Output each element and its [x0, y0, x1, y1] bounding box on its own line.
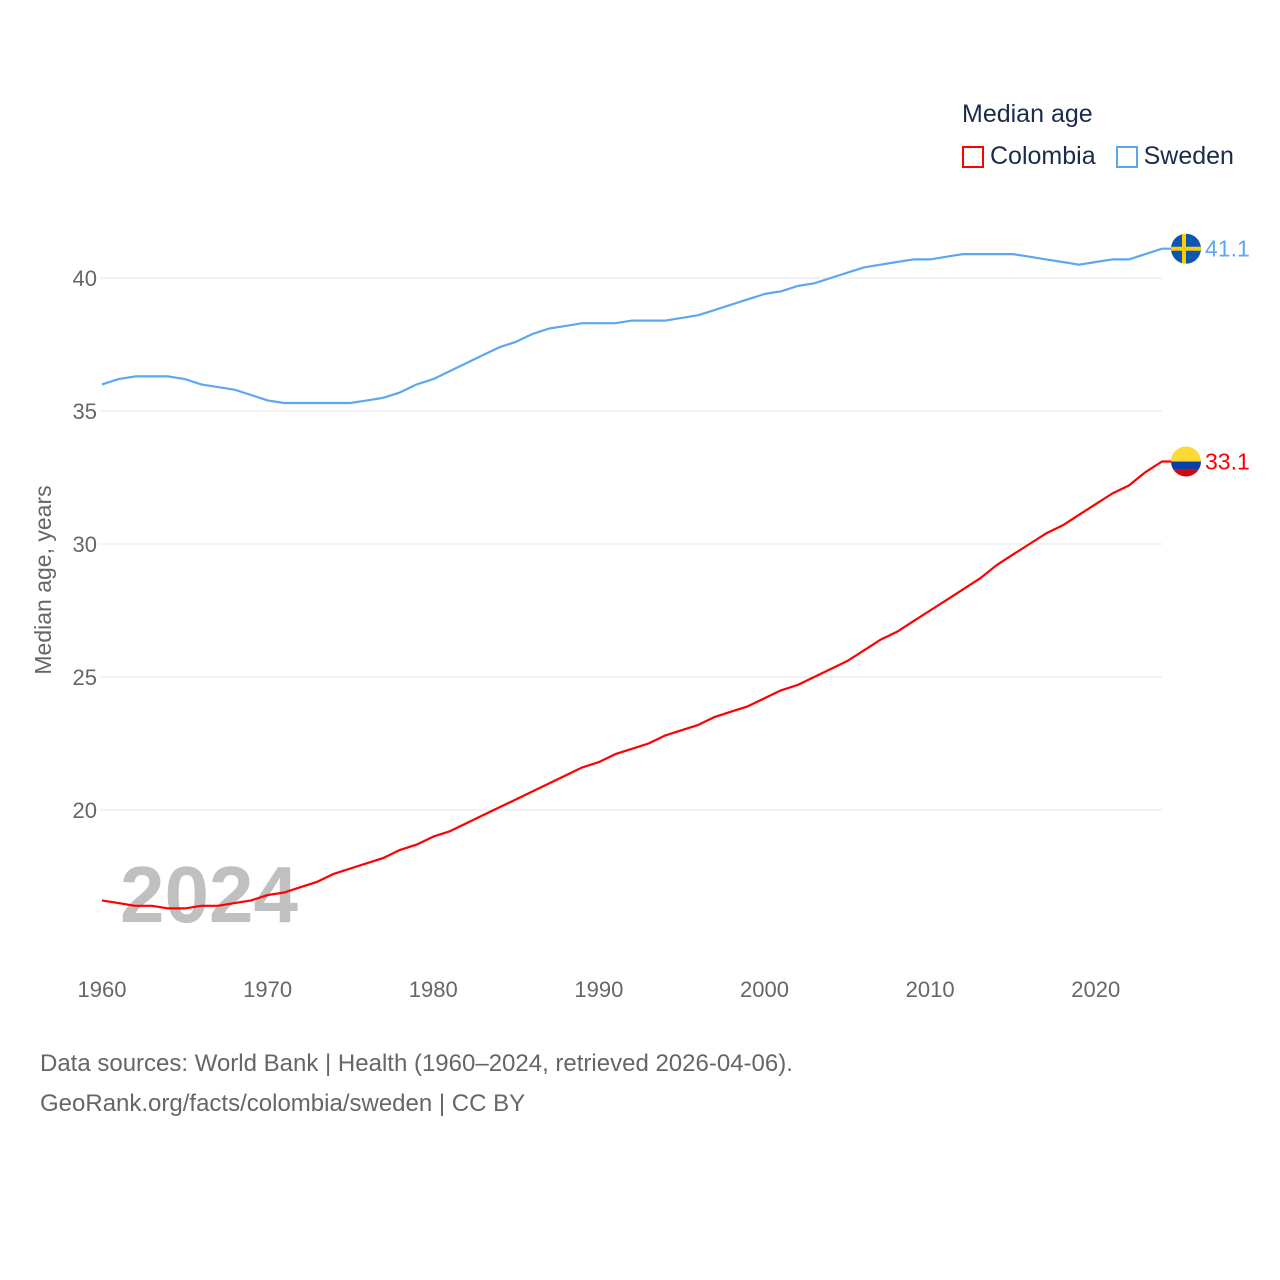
legend-label: Sweden	[1143, 142, 1234, 170]
legend-item-colombia[interactable]: Colombia	[962, 142, 1096, 171]
footer: Data sources: World Bank | Health (1960–…	[40, 1044, 793, 1124]
legend-swatch-colombia	[962, 145, 984, 168]
legend: Colombia Sweden	[962, 142, 1234, 171]
x-tick-label: 1970	[243, 977, 292, 1002]
flag-shape	[1171, 446, 1201, 477]
flag-yellow	[1171, 446, 1201, 462]
series-end-markers: 33.1 41.1	[1171, 233, 1250, 477]
legend-title: Median age	[962, 100, 1093, 128]
x-axis-ticks: 1960 1970 1980 1990 2000 2010 2020	[78, 977, 1121, 1002]
x-tick-label: 2020	[1071, 977, 1120, 1002]
x-tick-label: 2010	[906, 977, 955, 1002]
data-sources: Data sources: World Bank | Health (1960–…	[40, 1050, 793, 1077]
y-tick-label: 35	[73, 399, 97, 424]
flag-cross-v	[1182, 233, 1186, 264]
series-line-colombia	[101, 460, 1172, 910]
series-line-sweden	[101, 247, 1172, 405]
colombia-flag-icon	[1171, 446, 1201, 477]
gridlines	[100, 277, 1162, 811]
x-tick-label: 1980	[409, 977, 458, 1002]
x-tick-label: 1960	[78, 977, 127, 1002]
flag-red	[1171, 469, 1201, 477]
y-tick-label: 30	[73, 532, 97, 557]
source-link[interactable]: GeoRank.org/facts/colombia/sweden | CC B…	[40, 1090, 526, 1117]
legend-item-sweden[interactable]: Sweden	[1115, 142, 1234, 171]
x-tick-label: 1990	[574, 977, 623, 1002]
y-tick-label: 20	[73, 798, 97, 823]
x-tick-label: 2000	[740, 977, 789, 1002]
sweden-flag-icon	[1171, 233, 1201, 264]
y-axis-label: Median age, years	[30, 485, 56, 674]
end-value-label: 41.1	[1205, 236, 1250, 262]
flag-shape	[1171, 233, 1201, 264]
legend-swatch-sweden	[1115, 145, 1138, 168]
y-tick-label: 40	[73, 266, 97, 291]
flag-blue	[1171, 461, 1201, 470]
y-axis-ticks: 20 25 30 35 40	[73, 266, 97, 823]
series-lines	[101, 247, 1172, 910]
legend-label: Colombia	[990, 142, 1096, 170]
end-value-label: 33.1	[1205, 449, 1250, 475]
y-tick-label: 25	[73, 665, 97, 690]
